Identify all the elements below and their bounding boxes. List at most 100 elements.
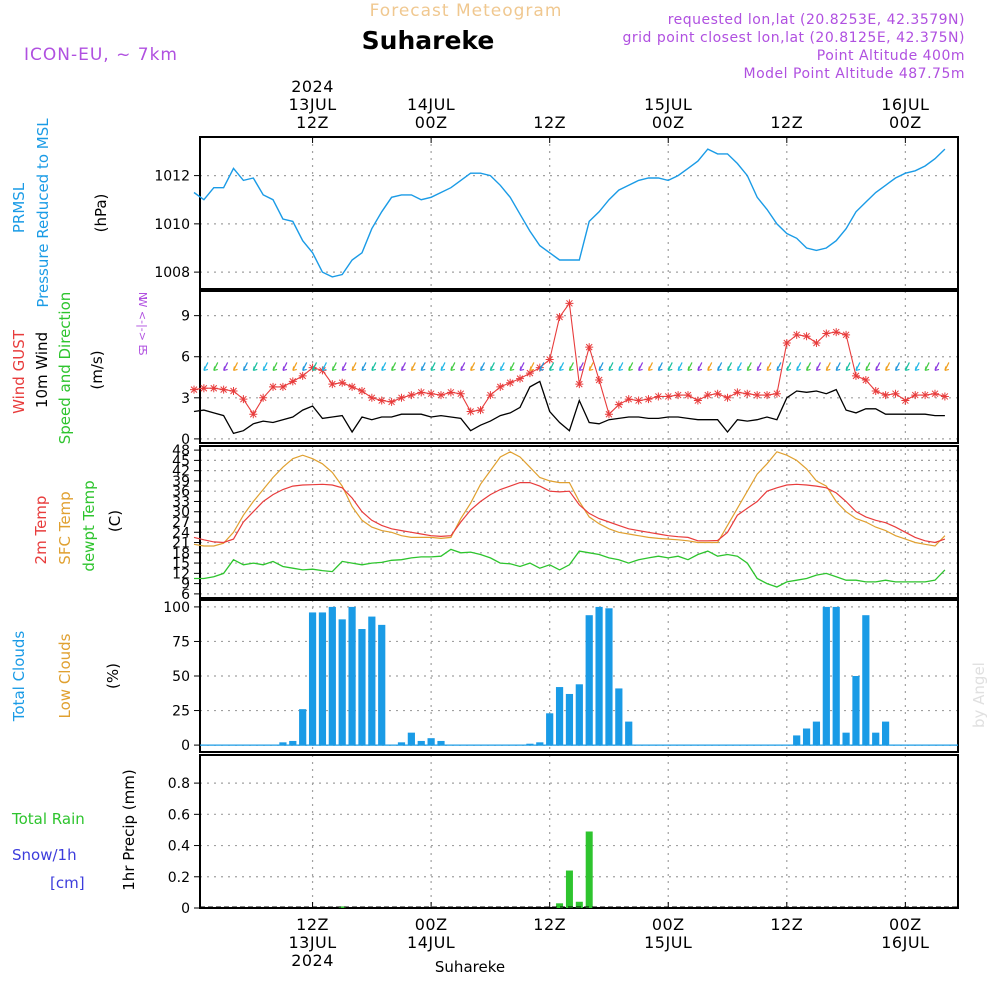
y-tick-label: 30 <box>172 505 190 521</box>
cloud-bar <box>299 709 307 746</box>
wind-arrow <box>647 362 654 372</box>
y-tick-label: 21 <box>172 536 190 552</box>
compass-n: N <box>136 292 149 300</box>
y-tick-label: 75 <box>172 634 190 650</box>
time-label-bottom: 12Z <box>296 915 329 934</box>
gust-marker <box>387 397 396 406</box>
gust-marker <box>644 395 653 404</box>
gust-marker <box>634 396 643 405</box>
y-tick-label: 12 <box>172 566 190 582</box>
y-tick-label: 1008 <box>154 265 190 281</box>
time-label-bottom: 12Z <box>770 915 803 934</box>
gust-marker <box>259 393 268 402</box>
gust-marker <box>812 339 821 348</box>
wind-arrow <box>687 362 693 372</box>
cloud-bar <box>536 742 544 746</box>
cloud-bar <box>872 732 880 746</box>
rain-bar <box>575 901 583 908</box>
wind-arrow <box>479 362 486 372</box>
time-label-bottom: 00Z <box>415 915 448 934</box>
y-tick-label: 48 <box>172 443 190 459</box>
wind-arrow <box>549 362 555 372</box>
wind-arrow <box>707 362 713 372</box>
wind-arrow <box>499 362 505 372</box>
cloud-bar <box>832 606 840 746</box>
cloud-bar <box>842 732 850 746</box>
gust-marker <box>190 385 198 394</box>
gust-marker <box>842 330 851 339</box>
wind-arrow <box>904 362 910 372</box>
gust-marker <box>604 410 613 419</box>
cloud-bar <box>407 732 415 746</box>
gust-marker <box>901 396 910 405</box>
cloud-bar <box>546 713 554 746</box>
time-label-top: 14JUL <box>407 95 455 114</box>
gust-marker <box>308 363 317 372</box>
cloud-bar <box>812 721 821 746</box>
wind-arrow <box>736 362 742 372</box>
time-label-bottom: 00Z <box>889 915 922 934</box>
wind-arrow <box>865 362 871 372</box>
dewpoint-line <box>194 548 946 588</box>
wind-arrow <box>766 362 772 372</box>
gust-marker <box>921 391 930 400</box>
gust-marker <box>624 395 633 404</box>
panel-frame-pressure <box>199 136 959 290</box>
gust-marker <box>357 386 366 395</box>
precip-label-unit: 1hr Precip (mm) <box>120 769 138 890</box>
gust-marker <box>269 382 278 391</box>
cloud-bar <box>615 688 623 746</box>
wind-arrow <box>529 362 535 372</box>
wind-arrow <box>746 362 752 372</box>
y-tick-label: 24 <box>172 525 190 541</box>
y-tick-label: 27 <box>172 515 190 531</box>
requested-coords: requested lon,lat (20.8253E, 42.3579N) <box>668 12 965 28</box>
gust-marker <box>763 391 772 400</box>
gust-marker <box>239 395 248 404</box>
wind-arrow <box>203 362 209 372</box>
gust-marker <box>861 376 870 385</box>
y-tick-label: 39 <box>172 474 190 490</box>
gust-marker <box>506 378 515 387</box>
y-tick-label: 0.4 <box>168 839 190 855</box>
point-altitude: Point Altitude 400m <box>817 48 965 64</box>
credit-label: by Angel <box>970 662 988 728</box>
y-tick-label: 42 <box>172 464 190 480</box>
gust-marker <box>367 393 376 402</box>
gust-marker <box>278 382 287 391</box>
wind-arrow <box>242 362 248 372</box>
time-label-bottom: 13JUL <box>288 933 336 952</box>
cloud-bar <box>585 615 593 746</box>
cloud-bar <box>348 606 356 746</box>
location-title: Suhareke <box>362 26 495 55</box>
y-tick-label: 1010 <box>154 217 190 233</box>
wind-arrow <box>311 362 318 372</box>
gust-marker <box>851 371 860 380</box>
wind-arrow <box>272 362 278 372</box>
cloud-bar <box>308 612 317 746</box>
gust-marker <box>713 389 722 398</box>
cloud-label-low: Low Clouds <box>56 633 74 718</box>
temp-label-unit: (C) <box>106 510 124 532</box>
y-tick-label: 3 <box>181 391 190 407</box>
rain-bar <box>565 870 573 908</box>
model-altitude: Model Point Altitude 487.75m <box>744 66 965 82</box>
y-tick-label: 0 <box>181 901 190 917</box>
wind-arrow <box>292 362 298 372</box>
gust-marker <box>703 391 712 400</box>
gust-marker <box>911 391 920 400</box>
precip-label-rain: Total Rain <box>11 810 85 828</box>
y-tick-label: 45 <box>172 453 190 469</box>
wind-arrow <box>509 362 515 372</box>
panel-frame-precip <box>199 754 959 909</box>
wind-arrow <box>213 362 219 372</box>
wind-arrow <box>608 362 614 372</box>
cloud-label-unit: (%) <box>104 663 122 689</box>
wind-arrow <box>638 362 644 372</box>
gust-marker <box>931 389 939 398</box>
cloud-bar <box>289 740 297 746</box>
wind-arrow <box>539 362 545 372</box>
wind-arrow <box>450 362 456 372</box>
temp-label-sfc: SFC Temp <box>56 491 74 564</box>
time-label-bottom: 12Z <box>533 915 566 934</box>
